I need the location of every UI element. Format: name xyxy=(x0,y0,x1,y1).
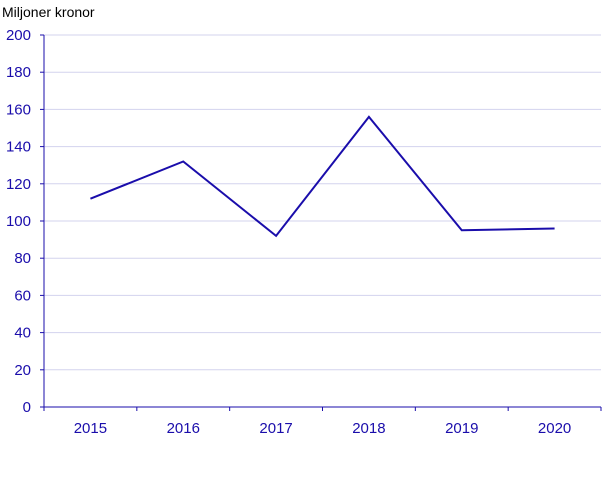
gridlines xyxy=(44,34,601,371)
y-tick-label: 80 xyxy=(14,250,31,267)
x-tick-label: 2019 xyxy=(445,420,478,437)
y-tick-label: 0 xyxy=(23,399,31,416)
y-tick-label: 20 xyxy=(14,362,31,379)
y-axis-ticks: 0 20 40 60 80 100 120 140 160 180 200 xyxy=(6,27,44,416)
x-tick-label: 2018 xyxy=(352,420,385,437)
x-tick-label: 2020 xyxy=(538,420,571,437)
y-tick-label: 60 xyxy=(14,287,31,304)
y-axis-label: Miljoner kronor xyxy=(2,4,95,20)
y-tick-label: 120 xyxy=(6,176,31,193)
series-line xyxy=(90,115,555,238)
y-tick-label: 160 xyxy=(6,101,31,118)
y-tick-label: 40 xyxy=(14,325,31,342)
x-tick-label: 2015 xyxy=(74,420,107,437)
x-axis-ticks: 2015 2016 2017 2018 2019 2020 xyxy=(43,407,602,437)
y-tick-label: 100 xyxy=(6,213,31,230)
y-tick-label: 140 xyxy=(6,139,31,156)
y-tick-label: 180 xyxy=(6,64,31,81)
data-points xyxy=(90,116,555,236)
y-tick-label: 200 xyxy=(6,27,31,44)
x-tick-label: 2016 xyxy=(167,420,200,437)
x-tick-label: 2017 xyxy=(259,420,292,437)
